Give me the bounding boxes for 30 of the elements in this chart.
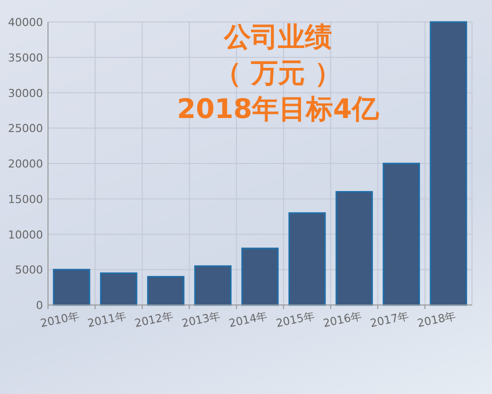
y-tick-label: 5000 (15, 264, 43, 277)
bar (100, 272, 138, 306)
annotation: 2018年目标4亿 (177, 94, 380, 125)
y-tick-label: 15000 (8, 192, 43, 206)
y-tick-label: 20000 (8, 158, 43, 170)
x-tick-label: 2014年 (228, 309, 269, 330)
bar (52, 268, 90, 306)
y-tick-label: 0 (36, 299, 43, 312)
bar (288, 212, 326, 306)
text: （ 万元 ） (214, 58, 342, 89)
x-tick-label: 2015年 (274, 309, 316, 330)
x-tick-label: 2016年 (322, 309, 363, 330)
y-tick-label: 25000 (8, 122, 43, 136)
x-tick-label: 2013年 (180, 309, 222, 330)
bar (241, 248, 279, 306)
y-tick-label: 30000 (8, 86, 43, 100)
x-tick-label: 2011年 (86, 309, 128, 330)
y-tick-label: 10000 (8, 228, 43, 242)
bar (194, 265, 232, 306)
y-tick-label: 40000 (8, 16, 43, 29)
x-tick-label: 2017年 (369, 309, 410, 330)
y-tick-label: 35000 (8, 51, 43, 64)
bar (336, 191, 373, 306)
bar (147, 276, 184, 306)
x-tick-label: 2018年 (416, 309, 458, 330)
chart-title: 公司业绩 (223, 22, 332, 53)
x-tick-label: 2012年 (134, 309, 174, 330)
x-tick-label: 2010年 (39, 309, 80, 330)
bar (430, 21, 468, 306)
bar (382, 162, 420, 306)
